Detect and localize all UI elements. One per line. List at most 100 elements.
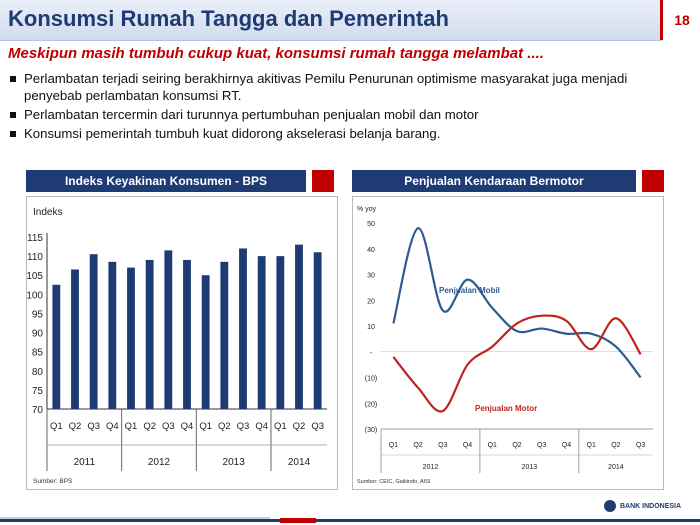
kendaraan-quarter-label: Q2 [611,442,620,449]
kendaraan-motor-label: Penjualan Motor [475,404,537,413]
ikk-bar [295,244,303,409]
title-accent [660,0,663,40]
kendaraan-quarter-label: Q1 [587,442,596,449]
footer-red-accent [280,518,316,523]
ikk-quarter-label: Q4 [106,421,119,432]
kendaraan-year-label: 2012 [423,464,439,471]
ikk-chart-box: Indeks 70 75 80 85 90 95 100 105 110 115 Q1 Q2 Q3 Q4 Q1… [26,196,338,490]
bank-indonesia-logo: BANK INDONESIA [604,499,681,513]
ikk-bar [313,252,322,409]
kendaraan-red-tab [642,170,664,192]
kendaraan-ylabel: % yoy [357,206,377,213]
ikk-bar [127,267,135,409]
ikk-ytick-label: 80 [32,367,44,378]
ikk-bar-chart: Indeks 70 75 80 85 90 95 100 105 110 115 Q1 Q2 Q3 Q4 Q1… [26,207,327,485]
ikk-chart-title: Indeks Keyakinan Konsumen - BPS [26,170,306,192]
kendaraan-quarter-label: Q1 [488,442,497,449]
ikk-ytick-label: 70 [32,405,44,416]
ikk-panel: Indeks Keyakinan Konsumen - BPS Indeks 70… [26,170,338,490]
ikk-quarter-label: Q1 [199,421,212,432]
ikk-quarter-label: Q2 [69,421,82,432]
kendaraan-ytick-label: 10 [367,324,375,331]
kendaraan-ytick-label: (20) [365,401,377,408]
bullet-item: Perlambatan tercermin dari turunnya pert… [8,106,688,123]
slide-subtitle: Meskipun masih tumbuh cukup kuat, konsum… [8,45,544,62]
ikk-quarter-label: Q1 [274,421,287,432]
ikk-quarter-label: Q2 [293,421,306,432]
ikk-year-label: 2011 [74,457,96,468]
ikk-quarter-label: Q1 [125,421,138,432]
kendaraan-quarter-label: Q2 [413,442,422,449]
ikk-quarter-label: Q3 [87,421,100,432]
ikk-red-tab [312,170,334,192]
ikk-ytick-label: 100 [27,290,43,301]
ikk-quarter-label: Q1 [50,421,63,432]
bi-logo-icon [604,500,616,512]
ikk-bar [183,259,191,409]
ikk-ytick-label: 85 [32,348,44,359]
page-number: 18 [674,12,690,28]
kendaraan-mobil-line [392,227,642,379]
ikk-ytick-label: 75 [32,386,44,397]
ikk-ylabel: Indeks [33,207,62,218]
kendaraan-quarter-label: Q1 [389,442,398,449]
ikk-bar [108,261,117,409]
kendaraan-quarter-label: Q3 [537,442,546,449]
kendaraan-ytick-label: - [370,350,373,357]
ikk-ytick-label: 115 [27,233,43,244]
kendaraan-chart-box: % yoy 50 40 30 20 10 - (10) (20) (30) Penjualan Mo… [352,196,664,490]
ikk-ytick-label: 95 [32,309,44,320]
ikk-quarter-label: Q3 [311,421,324,432]
slide-title: Konsumsi Rumah Tangga dan Pemerintah [8,6,449,31]
ikk-bar [52,284,61,409]
ikk-quarter-label: Q2 [218,421,231,432]
bullet-list: Perlambatan terjadi seiring berakhirnya … [8,70,688,144]
ikk-quarter-label: Q2 [143,421,156,432]
ikk-bar [257,256,266,409]
kendaraan-chart-title: Penjualan Kendaraan Bermotor [352,170,636,192]
kendaraan-line-chart: % yoy 50 40 30 20 10 - (10) (20) (30) Penjualan Mo… [357,206,653,485]
kendaraan-ytick-label: (10) [365,376,377,383]
kendaraan-source: Sumber: CEIC, Gaikindo, AISI [357,479,431,485]
ikk-year-label: 2013 [223,457,246,468]
kendaraan-ytick-label: 30 [367,273,375,280]
kendaraan-quarter-label: Q2 [512,442,521,449]
ikk-quarter-label: Q3 [237,421,250,432]
kendaraan-mobil-label: Penjualan Mobil [439,286,500,295]
title-bar: Konsumsi Rumah Tangga dan Pemerintah [0,0,662,41]
ikk-ytick-label: 90 [32,329,44,340]
kendaraan-year-label: 2013 [522,464,538,471]
kendaraan-ytick-label: (30) [365,427,377,434]
ikk-quarter-label: Q4 [255,421,268,432]
kendaraan-ytick-label: 40 [367,247,375,254]
kendaraan-motor-line [392,314,642,413]
ikk-bar [276,256,285,409]
ikk-ytick-label: 110 [27,252,43,263]
ikk-quarter-label: Q3 [162,421,175,432]
ikk-ytick-label: 105 [27,271,43,282]
ikk-bar [220,261,229,409]
kendaraan-quarter-label: Q3 [636,442,645,449]
ikk-source: Sumber: BPS [33,478,73,485]
ikk-bar [164,250,173,409]
logo-text: BANK INDONESIA [620,502,682,510]
kendaraan-ytick-label: 50 [367,221,375,228]
kendaraan-quarter-label: Q3 [438,442,447,449]
footer-line [0,519,700,522]
kendaraan-quarter-label: Q4 [562,442,571,449]
ikk-year-label: 2012 [148,457,171,468]
ikk-year-label: 2014 [288,457,311,468]
footer-gray-line [0,517,270,519]
kendaraan-year-label: 2014 [608,464,624,471]
bullet-item: Konsumsi pemerintah tumbuh kuat didorong… [8,125,688,142]
ikk-bar [71,269,79,409]
ikk-bar [201,275,210,409]
ikk-bar [239,248,247,409]
kendaraan-quarter-label: Q4 [463,442,472,449]
ikk-quarter-label: Q4 [181,421,194,432]
ikk-bar [145,259,154,409]
kendaraan-ytick-label: 20 [367,298,375,305]
bullet-item: Perlambatan terjadi seiring berakhirnya … [8,70,688,104]
ikk-bar [89,254,98,409]
kendaraan-panel: Penjualan Kendaraan Bermotor % yoy 50 40 30… [352,170,668,490]
